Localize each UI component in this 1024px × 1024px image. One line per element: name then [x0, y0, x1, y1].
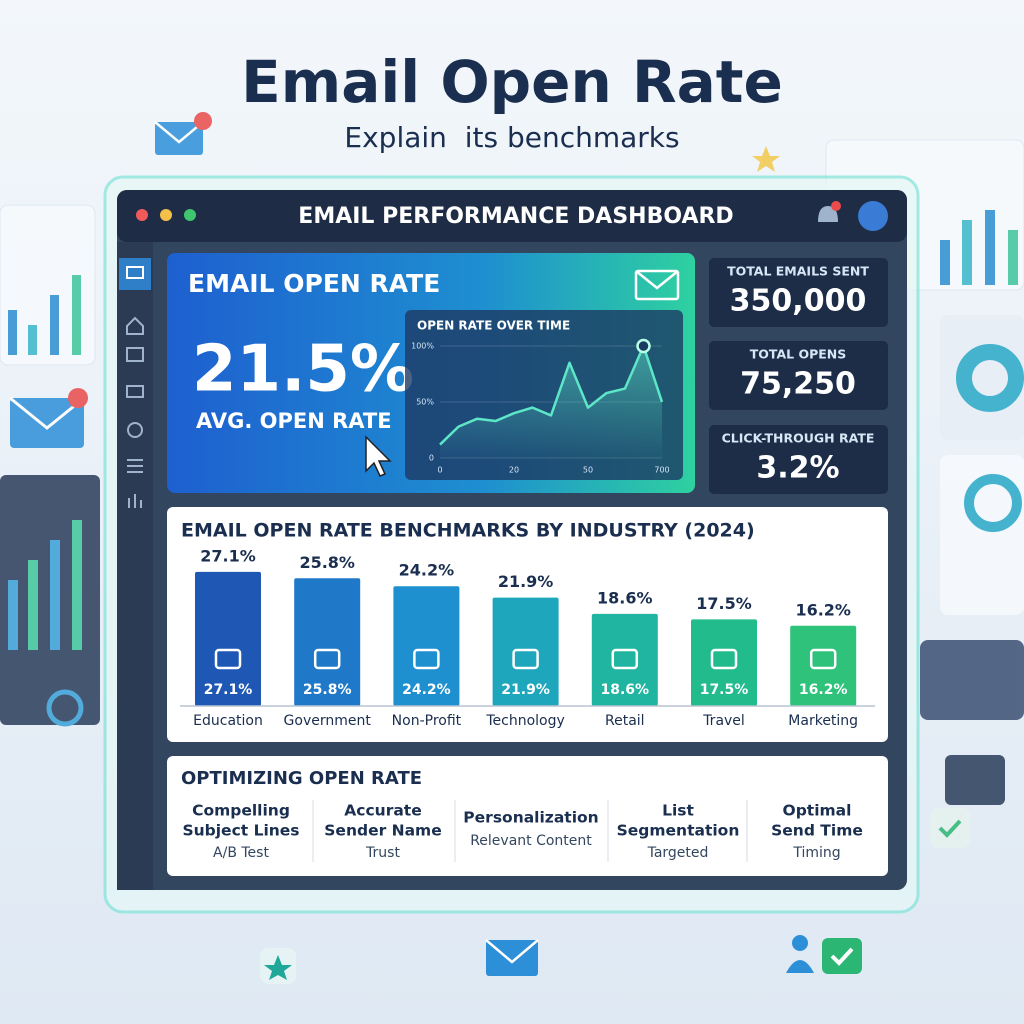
y-tick-label: 0 [429, 454, 434, 463]
bar-inner-label: 21.9% [501, 682, 550, 698]
stat-card [709, 341, 888, 410]
card-title: EMAIL OPEN RATE [188, 269, 440, 298]
item-heading: List [662, 802, 694, 820]
x-tick-label: 50 [583, 466, 593, 475]
title-bar [117, 190, 907, 242]
line-area [440, 346, 662, 458]
item-heading: Segmentation [617, 822, 740, 840]
item-heading: Send Time [771, 822, 863, 840]
bar [492, 597, 559, 706]
item-heading: Accurate [344, 802, 421, 820]
y-tick-label: 100% [411, 342, 434, 351]
item-heading: Subject Lines [182, 822, 299, 840]
bar [790, 625, 857, 706]
item-heading: Sender Name [324, 822, 441, 840]
dashboard-title: EMAIL PERFORMANCE DASHBOARD [298, 204, 733, 229]
x-tick-label: Government [284, 713, 372, 729]
item-note: Timing [792, 845, 840, 861]
sidebar [117, 242, 153, 890]
item-note: A/B Test [213, 845, 269, 861]
bar-inner-label: 25.8% [303, 682, 352, 698]
window-dot [136, 209, 148, 221]
x-tick-label: 0 [437, 466, 442, 475]
open-rate-value: 21.5% [192, 333, 414, 407]
stats: TOTAL EMAILS SENT 350,000 TOTAL OPENS 75,25… [709, 258, 888, 494]
optimizing-panel [167, 756, 888, 876]
peak-marker [636, 338, 651, 354]
bar [393, 586, 460, 706]
bar-value-label: 21.9% [498, 572, 554, 591]
stat-value: 75,250 [740, 367, 856, 402]
bar-chart-title: EMAIL OPEN RATE BENCHMARKS BY INDUSTRY (… [181, 520, 755, 542]
optimizing-title: OPTIMIZING OPEN RATE [181, 768, 422, 789]
mail-icon [634, 269, 680, 301]
x-tick-label: Non-Profit [392, 713, 462, 729]
stat-card [709, 425, 888, 494]
bar-chart: 27.1% 27.1% Education 25.8% 25.8% Government 2… [193, 546, 858, 729]
bar [691, 619, 757, 706]
item-heading: Compelling [192, 802, 290, 820]
bar-value-label: 27.1% [200, 546, 256, 565]
x-tick-label: Travel [702, 713, 745, 729]
x-tick-label: 700 [654, 466, 669, 475]
bar-icon [611, 648, 639, 670]
window-dot [160, 209, 172, 221]
item-heading: Personalization [463, 809, 598, 827]
x-tick-label: 20 [509, 466, 519, 475]
bar-icon [313, 648, 341, 670]
bar-inner-label: 17.5% [700, 682, 749, 698]
decor-left [0, 112, 212, 727]
bar [195, 571, 261, 706]
stat-label: TOTAL OPENS [750, 347, 847, 362]
window-dot [184, 209, 196, 221]
bar-icon [512, 648, 539, 670]
x-tick-label: Technology [485, 713, 564, 729]
sidebar-icons[interactable] [119, 258, 151, 508]
page-title: Email Open Rate [241, 48, 783, 116]
line-chart-title: OPEN RATE OVER TIME [417, 319, 570, 333]
line-chart: 0 50% 100% 0 20 50 700 [411, 338, 670, 475]
bar-inner-label: 18.6% [601, 682, 650, 698]
bar [294, 578, 361, 706]
bar-icon [809, 648, 837, 670]
item-note: Targeted [647, 845, 709, 861]
bar-value-label: 25.8% [299, 553, 355, 572]
stat-value: 350,000 [730, 284, 867, 319]
bar-inner-label: 27.1% [204, 682, 253, 698]
bar-value-label: 17.5% [696, 594, 752, 613]
stat-card [709, 258, 888, 327]
x-tick-label: Marketing [788, 713, 858, 729]
bar-value-label: 24.2% [399, 561, 455, 580]
stat-label: CLICK-THROUGH RATE [722, 431, 875, 446]
bar-inner-label: 16.2% [799, 682, 848, 698]
stat-value: 3.2% [756, 451, 839, 486]
item-note: Trust [365, 845, 400, 861]
bar-icon [214, 648, 242, 670]
bar-value-label: 16.2% [795, 600, 851, 619]
open-rate-caption: AVG. OPEN RATE [196, 409, 392, 433]
y-tick-label: 50% [416, 398, 434, 407]
item-heading: Optimal [783, 802, 852, 820]
item-note: Relevant Content [470, 833, 592, 849]
stat-label: TOTAL EMAILS SENT [727, 264, 869, 279]
bar-icon [710, 648, 738, 670]
bar-inner-label: 24.2% [402, 682, 451, 698]
line [439, 344, 664, 446]
mail-icon [635, 270, 679, 290]
bar-value-label: 18.6% [597, 588, 653, 607]
profile-icon[interactable] [858, 201, 888, 231]
decor-bottom [260, 935, 862, 984]
bar [591, 613, 658, 706]
x-tick-label: Education [193, 713, 263, 729]
x-tick-label: Retail [605, 713, 645, 729]
bar-icon [413, 648, 440, 670]
page-subtitle: Explain its benchmarks [344, 121, 679, 154]
optimizing-items: Compelling Subject Lines A/B Test Accurate S… [182, 800, 863, 862]
cursor [365, 435, 392, 477]
notification-badge [831, 201, 841, 211]
